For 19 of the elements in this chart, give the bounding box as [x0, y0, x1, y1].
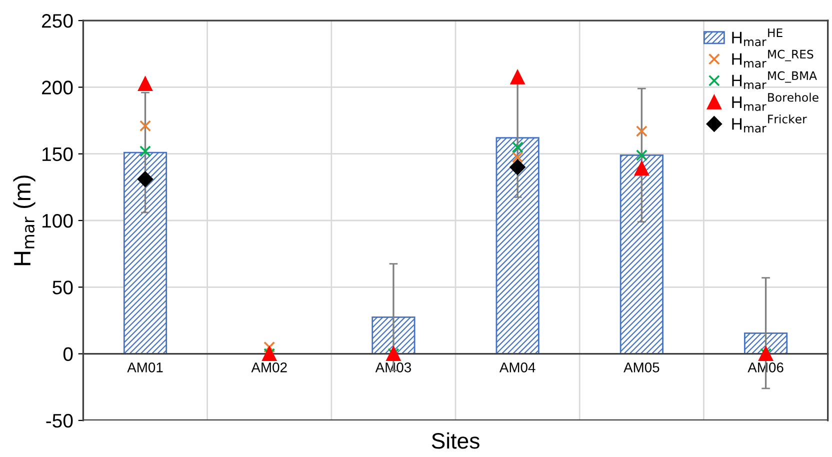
y-tick-label: 0	[63, 347, 73, 362]
x-tick-label: AM04	[499, 362, 536, 372]
x-tick-label: AM02	[251, 362, 287, 372]
legend-label: H$_{mar}$$^{MC_RES}$	[732, 50, 814, 68]
x-tick-label: AM01	[127, 362, 163, 372]
legend-label: H$_{mar}$$^{Borehole}$	[732, 92, 818, 111]
y-tick-label: 50	[52, 280, 73, 294]
y-tick-label: -50	[46, 414, 73, 428]
y-axis-title: H$_{mar}$ (m)	[13, 176, 36, 266]
y-tick-label: 200	[42, 80, 73, 94]
y-tick-label: 150	[42, 147, 73, 162]
legend-label: H$_{mar}$$^{HE}$	[732, 28, 782, 46]
y-tick-label: 250	[42, 14, 73, 28]
legend-label: H$_{mar}$$^{Fricker}$	[732, 114, 807, 133]
y-tick-label: 100	[42, 214, 73, 228]
x-tick-label: AM03	[375, 362, 411, 372]
legend-label: H$_{mar}$$^{MC_BMA}$	[732, 71, 817, 90]
x-tick-label: AM05	[624, 362, 660, 372]
x-axis-title: Sites	[432, 432, 480, 449]
